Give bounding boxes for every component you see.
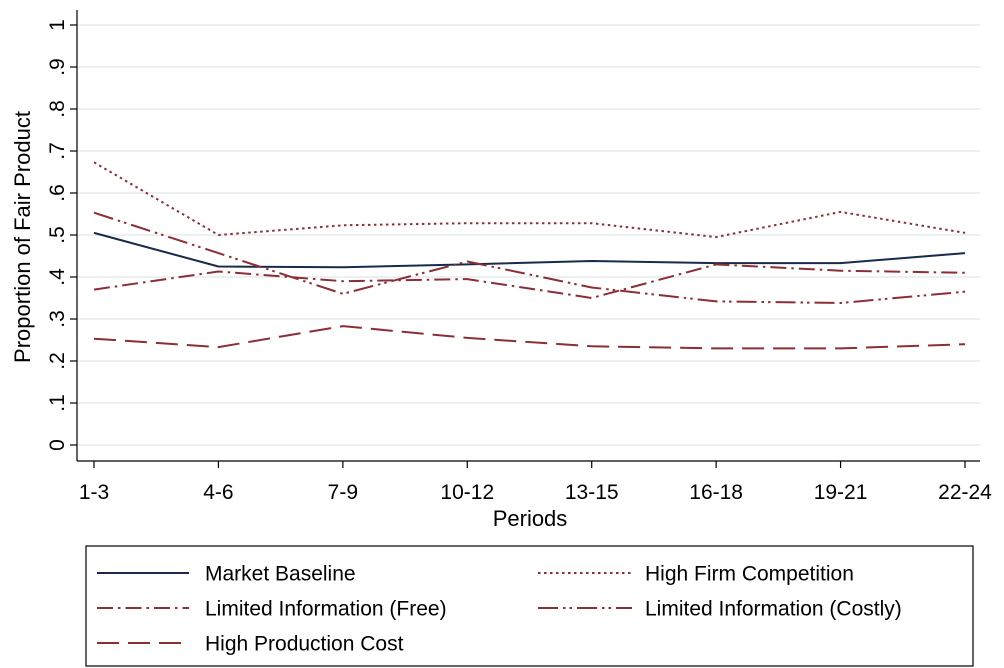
legend-box <box>85 545 974 667</box>
x-axis-label: Periods <box>493 506 568 531</box>
y-tick-label: .2 <box>46 352 69 370</box>
y-axis: 0 .1 .2 .3 .4 .5 .6 .7 .8 .9 1 <box>46 10 78 461</box>
y-tick-label: .7 <box>46 142 69 160</box>
y-tick-label: .4 <box>46 268 69 286</box>
x-tick-label: 4-6 <box>203 481 233 504</box>
y-tick-label: 0 <box>46 439 69 451</box>
x-tick-label: 10-12 <box>440 481 494 504</box>
series-line <box>93 263 966 299</box>
y-axis-label: Proportion of Fair Product <box>10 111 35 363</box>
y-tick-label: .1 <box>46 394 69 412</box>
x-tick-label: 1-3 <box>79 481 109 504</box>
x-tick-label: 16-18 <box>689 481 743 504</box>
series-lines <box>93 161 966 350</box>
y-tick-label: .9 <box>46 58 69 76</box>
x-tick-label: 7-9 <box>328 481 358 504</box>
legend-label: Market Baseline <box>205 563 356 586</box>
series-line <box>93 325 966 350</box>
y-tick-label: .3 <box>46 310 69 328</box>
y-tick-label: .5 <box>46 226 69 244</box>
x-tick-label: 22-24 <box>938 481 992 504</box>
series-line <box>93 161 966 239</box>
series-line <box>93 231 966 269</box>
legend-label: High Production Cost <box>205 633 404 656</box>
legend-label: High Firm Competition <box>645 563 854 586</box>
x-tick-label: 19-21 <box>814 481 868 504</box>
y-tick-label: 1 <box>46 19 69 31</box>
gridlines <box>77 24 980 446</box>
y-tick-label: .6 <box>46 184 69 202</box>
x-tick-label: 13-15 <box>565 481 619 504</box>
legend-label: Limited Information (Costly) <box>645 598 902 621</box>
y-tick-label: .8 <box>46 100 69 118</box>
x-axis: 1-3 4-6 7-9 10-12 13-15 16-18 19-21 22-24 <box>77 460 992 504</box>
series-line <box>93 211 966 304</box>
legend-label: Limited Information (Free) <box>205 598 447 621</box>
legend: Market Baseline High Firm Competition Limi… <box>85 545 974 667</box>
